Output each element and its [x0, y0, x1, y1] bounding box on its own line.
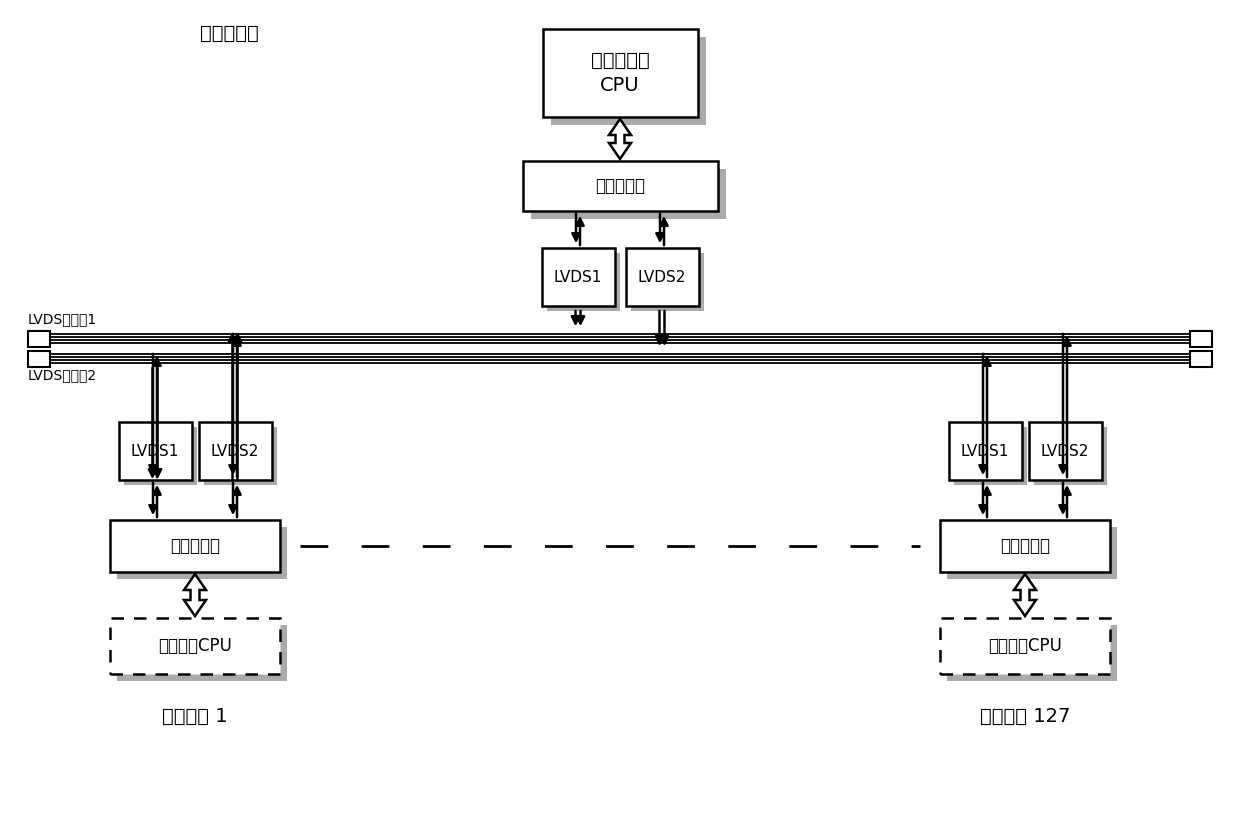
Bar — [117, 527, 286, 579]
Text: 从站设备CPU: 从站设备CPU — [988, 637, 1061, 655]
Bar — [1033, 427, 1106, 485]
Bar — [198, 422, 272, 480]
Text: LVDS1: LVDS1 — [554, 269, 603, 285]
Bar — [625, 248, 698, 306]
Text: LVDS2: LVDS2 — [637, 269, 686, 285]
Text: 从站设备CPU: 从站设备CPU — [157, 637, 232, 655]
Bar — [940, 520, 1110, 572]
Text: LVDS2: LVDS2 — [211, 443, 259, 458]
Text: 总线从站 127: 总线从站 127 — [980, 707, 1070, 726]
Bar — [29, 351, 50, 366]
Bar — [110, 520, 280, 572]
Text: LVDS1: LVDS1 — [130, 443, 180, 458]
Bar — [940, 618, 1110, 674]
Bar — [542, 248, 615, 306]
Bar — [29, 331, 50, 346]
Bar — [1190, 351, 1211, 366]
Bar — [110, 618, 280, 674]
Bar — [543, 29, 697, 117]
Bar — [522, 161, 718, 211]
Text: LVDS差分线2: LVDS差分线2 — [29, 368, 97, 382]
Bar — [203, 427, 277, 485]
Bar — [551, 37, 706, 125]
Bar — [947, 527, 1117, 579]
Bar — [1190, 331, 1211, 346]
Text: 单总线主站: 单总线主站 — [200, 24, 259, 43]
Bar — [117, 625, 286, 681]
Bar — [531, 169, 725, 219]
Text: 从站链路层: 从站链路层 — [999, 537, 1050, 555]
Bar — [547, 253, 620, 311]
Text: 从站链路层: 从站链路层 — [170, 537, 219, 555]
Bar — [954, 427, 1027, 485]
Text: 主站控制器
CPU: 主站控制器 CPU — [590, 51, 650, 95]
Bar — [949, 422, 1022, 480]
Bar — [1028, 422, 1101, 480]
Bar — [119, 422, 191, 480]
Bar — [630, 253, 703, 311]
Text: LVDS1: LVDS1 — [961, 443, 1009, 458]
Polygon shape — [1014, 574, 1035, 616]
Bar — [947, 625, 1117, 681]
Bar — [124, 427, 196, 485]
Text: LVDS差分线1: LVDS差分线1 — [29, 312, 97, 326]
Polygon shape — [609, 119, 631, 159]
Text: 总线从站 1: 总线从站 1 — [162, 707, 228, 726]
Text: LVDS2: LVDS2 — [1040, 443, 1089, 458]
Text: 主站链路层: 主站链路层 — [595, 177, 645, 195]
Polygon shape — [184, 574, 206, 616]
